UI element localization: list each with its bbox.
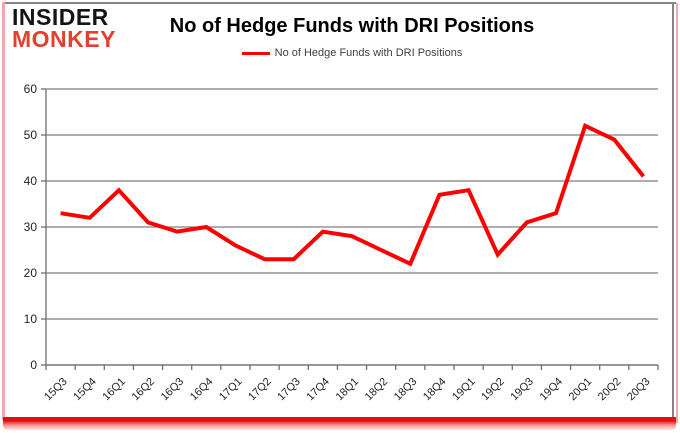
chart-legend: No of Hedge Funds with DRI Positions <box>46 47 658 59</box>
y-tick-label: 10 <box>24 312 38 326</box>
x-tick-label: 20Q3 <box>625 376 653 404</box>
x-tick-label: 19Q1 <box>450 376 478 404</box>
data-series-line <box>60 123 645 267</box>
x-tick-label: 17Q1 <box>217 376 245 404</box>
x-tick-label: 18Q2 <box>363 376 391 404</box>
x-tick-label: 16Q1 <box>100 376 128 404</box>
logo-monkey: MONKEY <box>12 25 116 52</box>
y-tick-label: 60 <box>24 82 38 96</box>
x-tick-label: 19Q2 <box>479 376 507 404</box>
legend-label: No of Hedge Funds with DRI Positions <box>274 47 463 59</box>
y-tick-label: 40 <box>24 174 38 188</box>
x-tick-label: 15Q4 <box>71 376 99 404</box>
x-tick-label: 18Q1 <box>334 376 362 404</box>
y-tick-label: 30 <box>24 220 38 234</box>
frame-border-left <box>2 2 5 420</box>
chart-title: No of Hedge Funds with DRI Positions <box>169 15 535 37</box>
x-tick-label: 18Q3 <box>392 376 420 404</box>
x-tick-label: 19Q4 <box>538 376 566 404</box>
x-tick-label: 16Q3 <box>159 376 187 404</box>
y-tick-label: 20 <box>24 266 38 280</box>
chart-header: No of Hedge Funds with DRI Positions No … <box>46 15 658 59</box>
logo-insider: INSIDER <box>12 4 109 30</box>
legend-line-swatch <box>241 51 270 55</box>
frame-border-right-accent <box>676 3 678 423</box>
frame-border-right <box>672 2 674 418</box>
x-tick-label: 15Q3 <box>42 376 70 404</box>
x-tick-label: 16Q4 <box>188 376 216 404</box>
y-tick-label: 0 <box>30 358 37 372</box>
x-tick-label: 20Q1 <box>567 376 595 404</box>
x-tick-label: 17Q3 <box>275 376 303 404</box>
x-tick-label: 20Q2 <box>596 376 624 404</box>
x-tick-label: 17Q4 <box>304 376 332 404</box>
x-tick-label: 16Q2 <box>130 376 158 404</box>
x-tick-label: 19Q3 <box>508 376 536 404</box>
y-tick-label: 50 <box>24 128 38 142</box>
insider-monkey-logo: INSIDER MONKEY <box>12 4 116 52</box>
x-tick-label: 18Q4 <box>421 376 449 404</box>
frame-border-top <box>2 2 676 4</box>
frame-bottom-red-band <box>3 417 676 431</box>
x-tick-label: 17Q2 <box>246 376 274 404</box>
